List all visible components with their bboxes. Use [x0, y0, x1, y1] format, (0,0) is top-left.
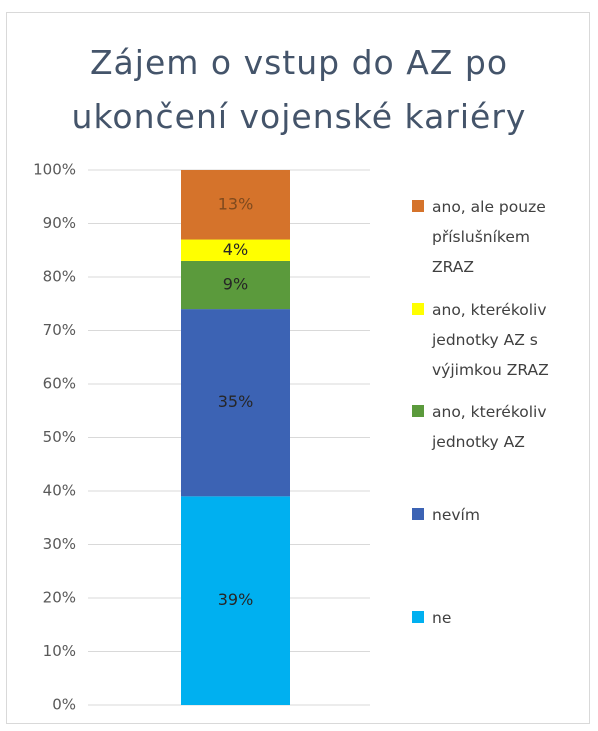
data-label: 35%: [218, 392, 254, 411]
y-tick-label: 80%: [43, 268, 76, 286]
data-label: 4%: [223, 240, 248, 259]
chart-title: Zájem o vstup do AZ po ukončení vojenské…: [71, 43, 527, 136]
legend-label: ano, kterékoliv jednotky AZ s výjimkou Z…: [432, 301, 549, 379]
y-tick-label: 40%: [43, 482, 76, 500]
y-tick-label: 20%: [43, 589, 76, 607]
legend-swatch: [412, 200, 424, 212]
y-tick-label: 10%: [43, 642, 76, 660]
y-tick-label: 60%: [43, 375, 76, 393]
y-tick-label: 50%: [43, 428, 76, 446]
data-label: 13%: [218, 194, 254, 213]
legend-entry: ano, kterékoliv jednotky AZ s výjimkou Z…: [412, 295, 572, 385]
bar-segment: [181, 170, 290, 240]
bar-segment: [181, 496, 290, 705]
data-label: 9%: [223, 275, 248, 294]
legend-label: nevím: [432, 506, 480, 524]
legend-label: ano, kterékoliv jednotky AZ: [432, 403, 547, 451]
legend-entry: ano, kterékoliv jednotky AZ: [412, 397, 572, 457]
bar-segment: [181, 260, 290, 310]
legend-label: ano, ale pouze příslušníkem ZRAZ: [432, 198, 546, 276]
legend-swatch: [412, 508, 424, 520]
y-tick-label: 90%: [43, 214, 76, 232]
legend-swatch: [412, 405, 424, 417]
data-label: 39%: [218, 590, 254, 609]
y-tick-label: 70%: [43, 321, 76, 339]
legend-entry: ne: [412, 603, 572, 633]
chart-frame: [6, 12, 590, 724]
y-tick-label: 100%: [33, 161, 76, 179]
legend-entry: nevím: [412, 500, 572, 530]
y-tick-label: 0%: [52, 696, 76, 714]
legend-swatch: [412, 611, 424, 623]
y-tick-label: 30%: [43, 535, 76, 553]
bar-segment: [181, 239, 290, 261]
legend-label: ne: [432, 609, 452, 627]
legend-entry: ano, ale pouze příslušníkem ZRAZ: [412, 192, 572, 282]
legend-swatch: [412, 303, 424, 315]
bar-segment: [181, 309, 290, 497]
